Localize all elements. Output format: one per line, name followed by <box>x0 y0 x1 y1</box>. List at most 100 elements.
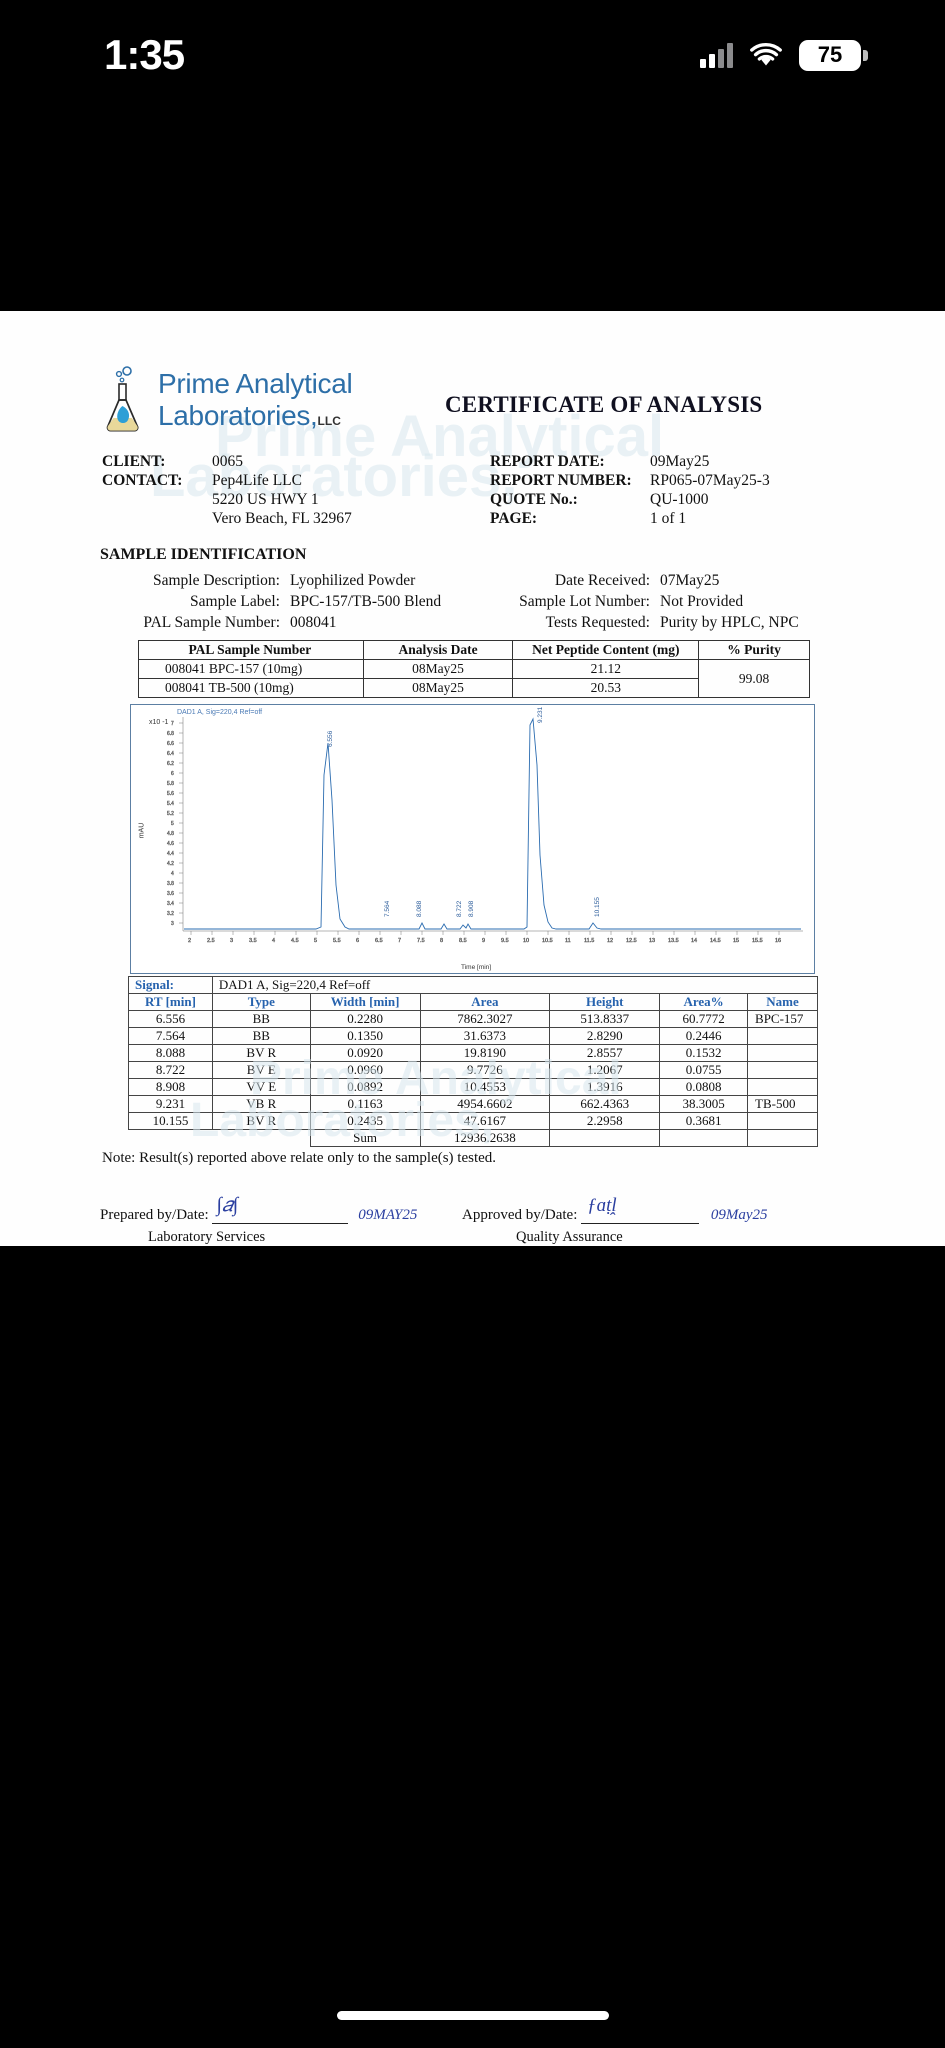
logo-line-2-text: Laboratories, <box>158 400 318 431</box>
table-row: 9.231 VB R 0.1163 4954.6602 662.4363 38.… <box>128 1095 818 1113</box>
approved-by-block: Approved by/Date: ƒɑṭḽ 09May25 Quality A… <box>462 1195 768 1245</box>
svg-text:16: 16 <box>775 938 781 944</box>
height-cell: 2.8290 <box>549 1027 661 1045</box>
page-value: 1 of 1 <box>650 510 687 527</box>
wifi-icon <box>749 42 783 68</box>
logo-line-2: Laboratories,LLC <box>158 400 352 437</box>
sample-left-column: Sample Description: Lyophilized Powder S… <box>100 570 460 633</box>
table-row: 8.722 BV E 0.0960 9.7726 1.2067 0.0755 <box>128 1061 818 1079</box>
height-cell: 2.8557 <box>549 1044 661 1062</box>
approved-by-signature-line: ƒɑṭḽ <box>581 1195 700 1224</box>
client-label: CLIENT: <box>102 453 166 470</box>
pal-sample-number-value: 008041 <box>290 614 337 631</box>
client-row: CLIENT: 0065 <box>102 452 432 471</box>
svg-text:14.5: 14.5 <box>710 938 721 944</box>
svg-text:6.5: 6.5 <box>375 938 383 944</box>
sum-label: Sum <box>309 1129 421 1147</box>
svg-text:3.2: 3.2 <box>167 911 174 917</box>
sample-right-column: Date Received: 07May25 Sample Lot Number… <box>485 570 845 633</box>
results-table: Signal: DAD1 A, Sig=220,4 Ref=off RT [mi… <box>128 976 819 1147</box>
results-header-cell: Area% <box>659 993 749 1011</box>
type-cell: BV R <box>211 1044 311 1062</box>
svg-text:5.5: 5.5 <box>333 938 341 944</box>
svg-text:4.6: 4.6 <box>167 841 174 847</box>
summary-sample-cell: 008041 TB-500 (10mg) <box>138 678 364 698</box>
quote-row: QUOTE No.: QU-1000 <box>490 490 840 509</box>
contact-label: CONTACT: <box>102 472 183 489</box>
address-line-2: Vero Beach, FL 32967 <box>212 510 352 527</box>
tests-requested-label: Tests Requested: <box>545 614 650 631</box>
report-number-label: REPORT NUMBER: <box>490 472 632 489</box>
results-sum-row: Sum 12936.2638 <box>129 1129 818 1147</box>
height-cell: 2.2958 <box>549 1112 661 1130</box>
peak-label: 9.231 <box>537 706 544 723</box>
summary-purity-cell: 99.08 <box>698 659 810 698</box>
report-number-value: RP065-07May25-3 <box>650 472 770 489</box>
sum-value: 12936.2638 <box>419 1129 551 1147</box>
flask-icon <box>104 366 156 432</box>
width-cell: 0.0920 <box>309 1044 421 1062</box>
areapct-cell: 0.2446 <box>659 1027 749 1045</box>
area-cell: 9.7726 <box>419 1061 551 1079</box>
name-cell <box>747 1044 818 1062</box>
summary-npc-cell: 21.12 <box>512 659 700 679</box>
logo-line-1: Prime Analytical <box>158 368 353 399</box>
chromatogram-signal-label: DAD1 A, Sig=220,4 Ref=off <box>177 709 263 716</box>
width-cell: 0.0960 <box>309 1061 421 1079</box>
summary-table: PAL Sample Number Analysis Date Net Pept… <box>138 640 810 698</box>
sample-lot-value: Not Provided <box>660 593 744 610</box>
type-cell: BB <box>211 1010 311 1028</box>
svg-text:8: 8 <box>440 938 443 944</box>
width-cell: 0.2435 <box>309 1112 421 1130</box>
prepared-by-caption: Laboratory Services <box>148 1229 266 1245</box>
svg-text:10.5: 10.5 <box>542 938 553 944</box>
width-cell: 0.0892 <box>309 1078 421 1096</box>
svg-text:3.6: 3.6 <box>167 891 174 897</box>
areapct-cell: 0.0755 <box>659 1061 749 1079</box>
width-cell: 0.1163 <box>309 1095 421 1113</box>
svg-text:11: 11 <box>565 938 571 944</box>
date-received-row: Date Received: 07May25 <box>485 570 845 591</box>
battery-level: 75 <box>817 42 843 67</box>
area-cell: 47.6167 <box>419 1112 551 1130</box>
svg-text:6.4: 6.4 <box>167 751 174 757</box>
pal-sample-number-row: PAL Sample Number: 008041 <box>100 612 460 633</box>
home-indicator[interactable] <box>336 2011 609 2020</box>
results-header-cell: Width [min] <box>309 993 421 1011</box>
peak-label: 8.722 <box>456 900 463 917</box>
svg-text:12.5: 12.5 <box>626 938 637 944</box>
svg-text:6: 6 <box>171 771 174 777</box>
table-row: 008041 BPC-157 (10mg) 08May25 21.12 99.0… <box>138 659 810 698</box>
table-row: 008041 TB-500 (10mg) 08May25 20.53 <box>138 678 810 698</box>
summary-sample-cell: 008041 BPC-157 (10mg) <box>138 659 364 679</box>
chromatogram-y-title: mAU <box>138 822 146 839</box>
logo-llc: LLC <box>317 414 341 428</box>
svg-text:5: 5 <box>314 938 317 944</box>
svg-text:5.4: 5.4 <box>167 801 174 807</box>
rt-cell: 8.908 <box>128 1078 213 1096</box>
type-cell: VV E <box>211 1078 311 1096</box>
results-header-cell: RT [min] <box>128 993 213 1011</box>
svg-text:3: 3 <box>171 921 174 927</box>
status-clock: 1:35 <box>104 31 185 78</box>
svg-text:3: 3 <box>230 938 233 944</box>
svg-text:5.8: 5.8 <box>167 781 174 787</box>
results-header-cell: Type <box>211 993 311 1011</box>
svg-text:13: 13 <box>649 938 655 944</box>
svg-text:4.5: 4.5 <box>291 938 299 944</box>
sample-identification-block: Sample Description: Lyophilized Powder S… <box>100 570 845 636</box>
address-line-1: 5220 US HWY 1 <box>212 491 319 508</box>
results-note: Note: Result(s) reported above relate on… <box>102 1150 497 1166</box>
areapct-cell: 38.3005 <box>659 1095 749 1113</box>
svg-text:3.5: 3.5 <box>249 938 257 944</box>
sample-lot-row: Sample Lot Number: Not Provided <box>485 591 845 612</box>
quote-value: QU-1000 <box>650 491 709 508</box>
date-received-value: 07May25 <box>660 572 720 589</box>
svg-text:5.2: 5.2 <box>167 811 174 817</box>
client-value: 0065 <box>212 453 243 470</box>
area-cell: 4954.6602 <box>419 1095 551 1113</box>
company-name: Prime Analytical Laboratories,LLC <box>158 368 353 437</box>
sample-identification-heading: SAMPLE IDENTIFICATION <box>100 546 307 563</box>
svg-text:8.5: 8.5 <box>459 938 467 944</box>
